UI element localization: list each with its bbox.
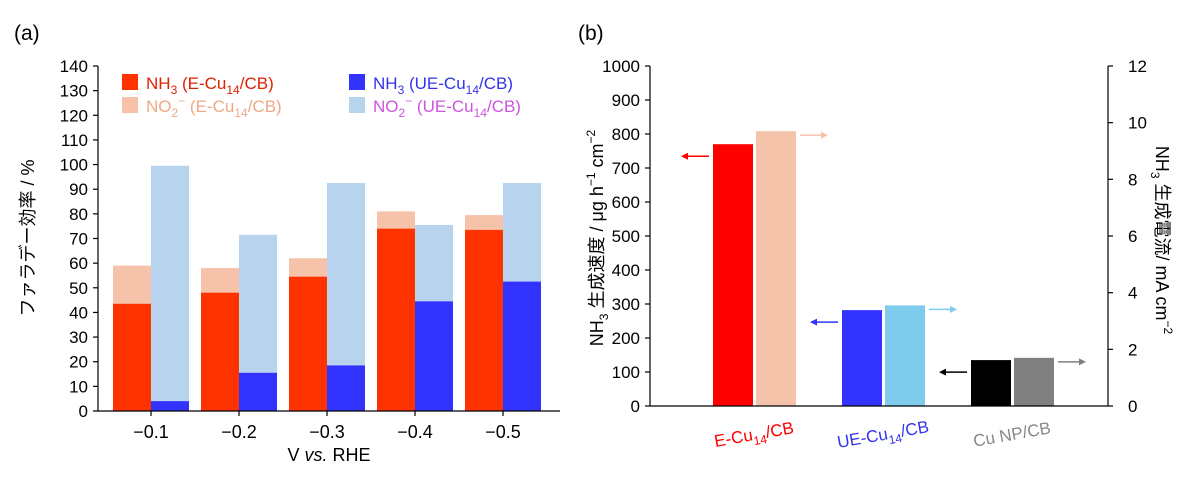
y-tick-label: 120 <box>60 106 88 125</box>
chart-b-bars <box>713 131 1054 406</box>
bar-nh3-ue-cu14 <box>239 372 277 411</box>
bar-nh3-e-cu14 <box>113 303 151 411</box>
chart-b-left-axis-label: NH3 生成速度 / μg h−1 cm−2 <box>584 129 611 346</box>
y-tick-label: 90 <box>69 180 88 199</box>
bar-nh3-ue-cu14 <box>151 401 189 411</box>
legend-entry: NH3 (E-Cu14/CB) <box>146 74 274 97</box>
chart-b-left-ticks: 0 100 200 300 400 500 600 700 800 900 1000 <box>602 57 650 416</box>
bar-nh3-rate <box>842 310 882 406</box>
x-tick-label: −0.3 <box>309 422 345 442</box>
y-tick-label: 80 <box>69 205 88 224</box>
legend-swatch <box>349 97 365 113</box>
chart-a-y-ticks: 0 10 20 30 40 50 60 70 80 90 100 110 120 130 140 <box>60 57 98 421</box>
x-tick-label: −0.1 <box>133 422 169 442</box>
y-tick-label: 60 <box>69 254 88 273</box>
chart-a-legend: NH3 (E-Cu14/CB)NO2− (E-Cu14/CB) NH3 (UE-C… <box>122 74 521 120</box>
bar-nh3-current <box>1014 357 1054 406</box>
legend-swatch <box>349 74 365 90</box>
category-label: UE-Cu14/CB <box>836 417 931 456</box>
chart-a-x-ticks: −0.1 −0.2 −0.3 −0.4 −0.5 <box>133 411 521 442</box>
chart-a-y-axis-label: ファラデー効率 / % <box>18 159 38 316</box>
y-tick-left-label: 300 <box>612 295 640 314</box>
bar-nh3-e-cu14 <box>377 228 415 411</box>
bar-nh3-e-cu14 <box>289 276 327 411</box>
bar-nh3-current <box>756 131 796 406</box>
y-tick-left-label: 100 <box>612 363 640 382</box>
bar-nh3-ue-cu14 <box>415 301 453 411</box>
y-tick-left-label: 800 <box>612 125 640 144</box>
y-tick-label: 70 <box>69 230 88 249</box>
legend-swatch <box>122 97 138 113</box>
y-tick-label: 30 <box>69 328 88 347</box>
legend-entry: NO2− (UE-Cu14/CB) <box>373 94 521 120</box>
arrow-right-head <box>821 131 828 139</box>
chart-a-x-axis-label: V vs. RHE <box>287 445 370 465</box>
y-tick-label: 140 <box>60 57 88 76</box>
chart-a-bars <box>113 165 541 411</box>
bar-nh3-rate <box>971 360 1011 406</box>
y-tick-left-label: 1000 <box>602 57 640 76</box>
legend-entry: NH3 (UE-Cu14/CB) <box>373 74 513 97</box>
y-tick-label: 110 <box>61 131 88 150</box>
chart-b-right-ticks: 0 2 4 6 8 10 12 <box>1108 57 1147 416</box>
bar-nh3-ue-cu14 <box>503 281 541 411</box>
y-tick-label: 40 <box>69 303 88 322</box>
y-tick-left-label: 200 <box>612 329 640 348</box>
y-tick-label: 50 <box>69 279 88 298</box>
y-tick-label: 100 <box>60 156 88 175</box>
y-tick-right-label: 12 <box>1128 57 1147 76</box>
y-tick-left-label: 700 <box>612 159 640 178</box>
y-tick-left-label: 400 <box>612 261 640 280</box>
category-label: Cu NP/CB <box>972 418 1053 450</box>
category-label: E-Cu14/CB <box>713 418 796 455</box>
y-tick-right-label: 6 <box>1128 227 1137 246</box>
y-tick-right-label: 0 <box>1128 397 1137 416</box>
arrow-right-head <box>1079 358 1086 366</box>
y-tick-label: 130 <box>60 82 88 101</box>
chart-b-right-axis-label: NH3 生成電流/ mA cm−2 <box>1148 146 1175 335</box>
chart-b-axis-arrows <box>681 131 1086 376</box>
bar-nh3-ue-cu14 <box>327 365 365 411</box>
y-tick-left-label: 0 <box>631 397 640 416</box>
y-tick-right-label: 4 <box>1128 284 1137 303</box>
chart-b: 0 100 200 300 400 500 600 700 800 900 1000 0 2 4 6 8 10… <box>584 57 1175 456</box>
bar-nh3-e-cu14 <box>465 229 503 411</box>
y-tick-left-label: 600 <box>612 193 640 212</box>
y-tick-right-label: 2 <box>1128 340 1137 359</box>
arrow-left-head <box>810 318 817 326</box>
arrow-left-head <box>681 152 688 160</box>
x-tick-label: −0.5 <box>485 422 521 442</box>
bar-nh3-current <box>885 305 925 406</box>
legend-swatch <box>122 74 138 90</box>
y-tick-left-label: 900 <box>612 91 640 110</box>
legend-entry: NO2− (E-Cu14/CB) <box>146 94 282 120</box>
chart-b-category-labels: E-Cu14/CB UE-Cu14/CB Cu NP/CB <box>713 417 1053 456</box>
bar-nh3-e-cu14 <box>201 292 239 411</box>
y-tick-label: 0 <box>79 402 88 421</box>
y-tick-right-label: 8 <box>1128 170 1137 189</box>
panel-a-label: (a) <box>14 22 40 45</box>
arrow-left-head <box>939 368 946 376</box>
y-tick-right-label: 10 <box>1128 114 1147 133</box>
bar-no2-ue-cu14 <box>151 165 189 411</box>
y-tick-label: 20 <box>69 353 88 372</box>
bar-nh3-rate <box>713 144 753 406</box>
panel-b-label: (b) <box>578 22 604 45</box>
arrow-right-head <box>950 305 957 313</box>
y-tick-label: 10 <box>69 377 88 396</box>
y-tick-left-label: 500 <box>612 227 640 246</box>
x-tick-label: −0.2 <box>221 422 257 442</box>
x-tick-label: −0.4 <box>397 422 433 442</box>
